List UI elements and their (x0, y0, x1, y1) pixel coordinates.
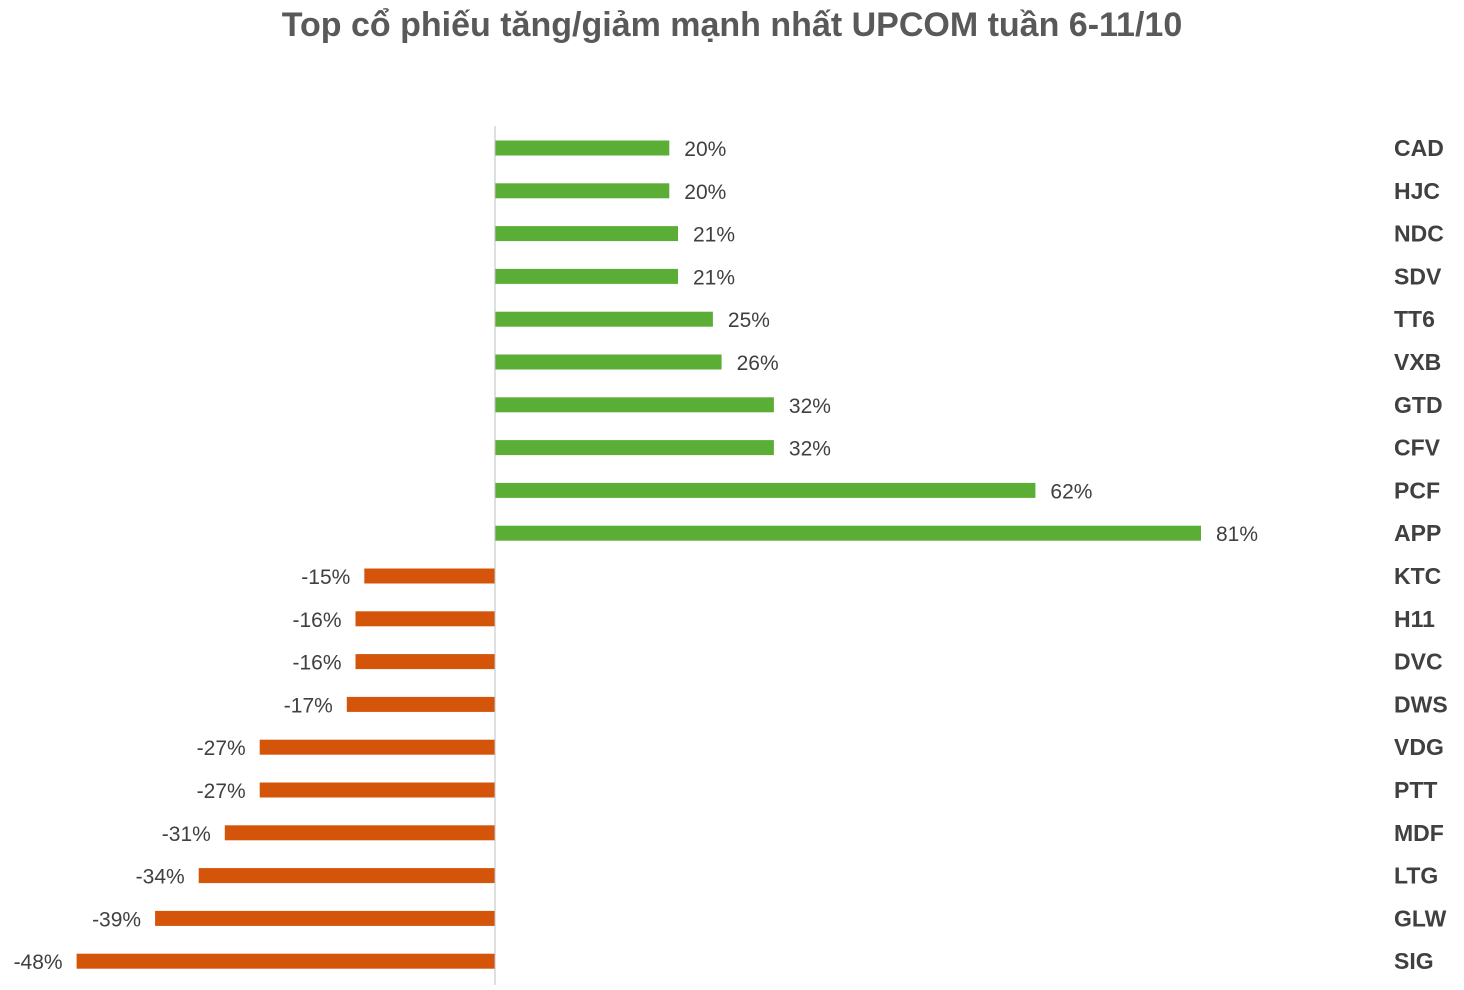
category-label-vdg: VDG (1394, 734, 1444, 760)
bars-group (76, 140, 1201, 969)
bar-cfv (495, 440, 774, 456)
bar-ktc (364, 568, 495, 584)
bar-cad (495, 140, 670, 156)
bar-dvc (355, 654, 495, 670)
bar-mdf (224, 825, 496, 841)
bar-hjc (495, 183, 670, 199)
data-label-tt6: 25% (728, 309, 770, 332)
data-label-dws: -17% (284, 694, 333, 717)
category-label-ktc: KTC (1394, 563, 1441, 589)
data-label-ktc: -15% (301, 566, 350, 589)
category-label-ptt: PTT (1394, 777, 1437, 803)
chart-title: Top cổ phiếu tăng/giảm mạnh nhất UPCOM t… (281, 6, 1183, 44)
bar-vdg (259, 739, 495, 755)
category-label-h11: H11 (1394, 606, 1435, 632)
category-label-mdf: MDF (1394, 820, 1444, 846)
category-labels-group: CAD HJC NDC SDV TT6 VXB GTD CFV PCF APP KTC H11 DVC D… (1394, 135, 1448, 974)
data-label-ndc: 21% (693, 224, 735, 247)
data-label-ltg: -34% (136, 866, 185, 889)
data-label-hjc: 20% (684, 181, 726, 204)
data-label-gtd: 32% (789, 395, 831, 418)
data-label-h11: -16% (292, 609, 341, 632)
data-label-app: 81% (1216, 523, 1258, 546)
bar-vxb (495, 354, 722, 370)
bar-tt6 (495, 311, 713, 327)
bar-ptt (259, 782, 495, 798)
data-label-ptt: -27% (197, 780, 246, 803)
bar-sig (76, 953, 495, 969)
bar-ltg (198, 868, 495, 884)
category-label-tt6: TT6 (1394, 306, 1435, 332)
data-label-pcf: 62% (1050, 480, 1092, 503)
data-label-glw: -39% (92, 908, 141, 931)
category-label-vxb: VXB (1394, 349, 1441, 375)
category-label-sig: SIG (1394, 948, 1434, 974)
data-label-dvc: -16% (292, 652, 341, 675)
value-labels-group: 20% 20% 21% 21% 25% 26% 32% 32% 62% 81% -15% -16% -1… (14, 138, 1258, 974)
bar-app (495, 525, 1201, 541)
data-label-sdv: 21% (693, 266, 735, 289)
data-label-vdg: -27% (197, 737, 246, 760)
bar-ndc (495, 226, 678, 242)
bar-sdv (495, 268, 678, 284)
bar-glw (155, 910, 495, 926)
category-label-dvc: DVC (1394, 649, 1443, 675)
category-label-pcf: PCF (1394, 477, 1440, 503)
bar-h11 (355, 611, 495, 627)
category-label-dws: DWS (1394, 691, 1448, 717)
data-label-cad: 20% (684, 138, 726, 161)
data-label-mdf: -31% (162, 823, 211, 846)
category-label-ltg: LTG (1394, 863, 1438, 889)
category-label-gtd: GTD (1394, 392, 1443, 418)
category-label-hjc: HJC (1394, 178, 1440, 204)
category-label-cad: CAD (1394, 135, 1444, 161)
bar-dws (346, 696, 495, 712)
data-label-vxb: 26% (737, 352, 779, 375)
bar-gtd (495, 397, 774, 413)
bar-pcf (495, 482, 1036, 498)
category-label-sdv: SDV (1394, 263, 1442, 289)
category-label-app: APP (1394, 520, 1441, 546)
category-label-glw: GLW (1394, 905, 1447, 931)
data-label-sig: -48% (14, 951, 63, 974)
category-label-cfv: CFV (1394, 435, 1441, 461)
category-label-ndc: NDC (1394, 221, 1444, 247)
data-label-cfv: 32% (789, 438, 831, 461)
